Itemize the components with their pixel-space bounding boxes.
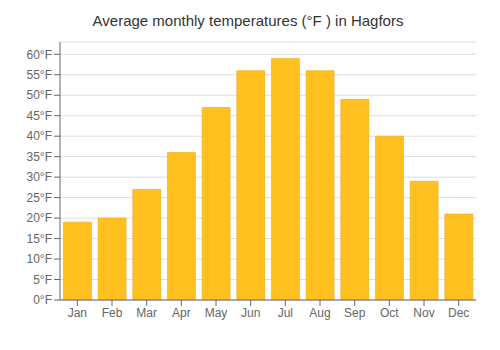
svg-text:Jul: Jul [278,306,293,320]
svg-text:20°F: 20°F [27,211,52,225]
svg-text:Aug: Aug [309,306,330,320]
svg-text:45°F: 45°F [27,109,52,123]
html-text:Average monthly temperatures (: Average monthly temperatures (°F ) in Ha… [92,12,404,29]
svg-text:Jan: Jan [68,306,87,320]
svg-text:50°F: 50°F [27,88,52,102]
svg-text:10°F: 10°F [27,252,52,266]
svg-text:May: May [205,306,228,320]
svg-text:55°F: 55°F [27,68,52,82]
svg-text:Jun: Jun [241,306,260,320]
svg-text:Mar: Mar [136,306,157,320]
svg-text:Sep: Sep [344,306,366,320]
svg-text:Oct: Oct [380,306,399,320]
svg-text:40°F: 40°F [27,129,52,143]
svg-text:Dec: Dec [448,306,469,320]
svg-text:60°F: 60°F [27,48,52,62]
svg-text:Nov: Nov [413,306,434,320]
svg-text:30°F: 30°F [27,170,52,184]
svg-text:25°F: 25°F [27,191,52,205]
svg-text:Apr: Apr [172,306,191,320]
svg-text:0°F: 0°F [33,293,52,307]
svg-text:35°F: 35°F [27,150,52,164]
svg-text:15°F: 15°F [27,232,52,246]
svg-text:5°F: 5°F [33,273,52,287]
svg-text:Feb: Feb [102,306,123,320]
